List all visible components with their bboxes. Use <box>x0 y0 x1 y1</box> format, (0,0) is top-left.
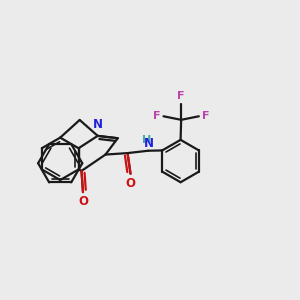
Text: N: N <box>93 118 103 131</box>
Text: O: O <box>78 195 88 208</box>
Text: O: O <box>125 177 136 190</box>
Text: F: F <box>153 111 160 121</box>
Text: F: F <box>202 111 209 121</box>
Text: N: N <box>144 137 154 150</box>
Text: H: H <box>142 135 151 145</box>
Text: F: F <box>177 91 185 101</box>
